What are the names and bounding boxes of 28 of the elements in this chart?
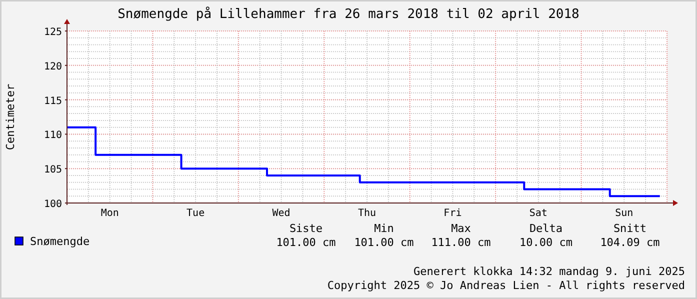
legend-label: Snømengde	[30, 235, 90, 248]
text: 111.00 cm	[431, 236, 492, 249]
y-tick-label: 125	[44, 27, 62, 38]
x-tick-label: Sun	[615, 208, 634, 219]
x-tick-label: Tue	[186, 208, 205, 219]
y-tick-label: 115	[44, 96, 62, 107]
x-tick-label: Wed	[272, 208, 290, 219]
y-tick-label: 110	[44, 130, 62, 142]
x-tick-label: Fri	[444, 208, 462, 219]
text: Delta	[529, 222, 563, 235]
chart-title: Snømengde på Lillehammer fra 26 mars 2018 til 02 april 2018	[118, 6, 580, 22]
text: Max	[451, 222, 472, 235]
text: Snitt	[613, 222, 647, 235]
y-tick-label: 105	[44, 164, 62, 176]
text: 101.00 cm	[354, 236, 414, 249]
y-tick-label: 100	[44, 199, 62, 210]
text: 104.09 cm	[600, 236, 660, 249]
text: 10.00 cm	[520, 236, 573, 249]
x-tick-label: Thu	[358, 208, 376, 219]
y-axis-title: Centimeter	[4, 84, 17, 150]
text: Min	[374, 222, 394, 235]
text: Generert klokka 14:32 mandag 9. juni 2025	[413, 265, 685, 278]
text: 101.00 cm	[276, 236, 336, 249]
text: Siste	[289, 222, 323, 235]
x-tick-label: Sat	[529, 208, 548, 219]
text: Copyright 2025 © Jo Andreas Lien - All rights reserved	[327, 279, 685, 292]
y-tick-label: 120	[44, 61, 62, 72]
x-tick-label: Mon	[100, 208, 119, 219]
